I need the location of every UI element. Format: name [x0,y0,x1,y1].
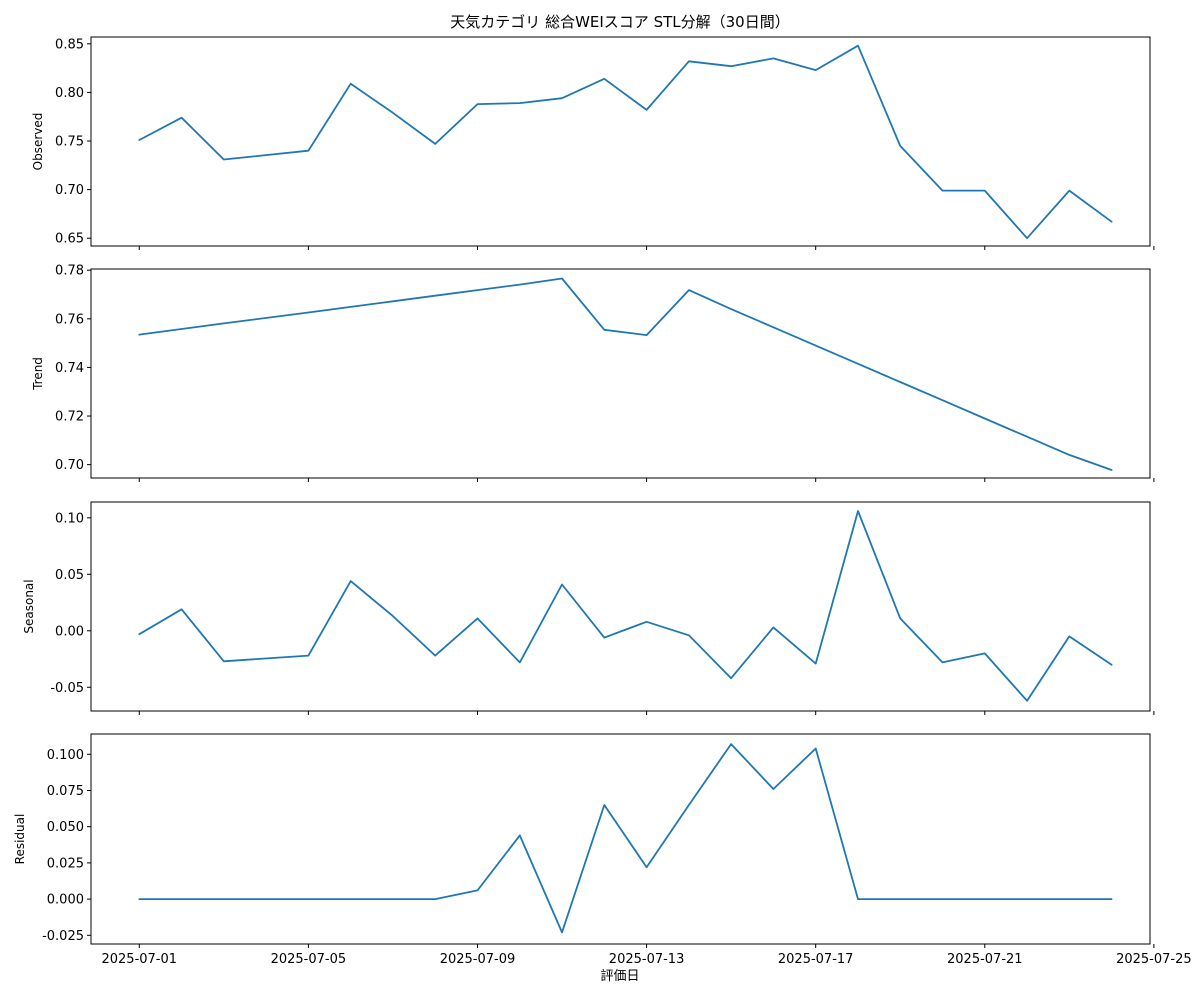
y-axis-label: Trend [31,357,45,391]
x-axis-label: 評価日 [600,969,639,984]
y-tick-label: 0.050 [47,820,84,835]
y-axis-label: Observed [31,113,45,171]
y-tick-label: 0.70 [55,183,84,198]
x-tick-label: 2025-07-09 [440,952,516,967]
panel-observed: 0.65 0.70 0.75 0.80 0.85 Observed [31,36,1155,250]
y-tick-label: 0.05 [55,568,84,583]
panel-residual: -0.025 0.000 0.025 0.050 0.075 0.100 2025-07-0… [13,733,1192,967]
x-tick-label: 2025-07-05 [271,952,347,967]
y-tick-label: 0.75 [55,135,84,150]
y-tick-label: 0.80 [55,86,84,101]
y-tick-label: 0.78 [55,264,84,279]
y-tick-label: 0.76 [55,312,84,327]
y-tick-label: 0.74 [55,361,84,376]
series-line-seasonal [138,510,1113,702]
series-line-residual [138,743,1113,934]
x-tick-label: 2025-07-13 [609,952,685,967]
y-tick-label: 0.025 [47,856,84,871]
y-tick-label: -0.05 [50,681,84,696]
y-tick-label: 0.100 [47,748,84,763]
plot-frame [90,268,1151,479]
y-tick-label: 0.075 [47,784,84,799]
series-line-observed [138,44,1113,240]
y-tick-label: 0.70 [55,458,84,473]
panel-trend: 0.70 0.72 0.74 0.76 0.78 Trend [31,264,1155,482]
x-tick-label: 2025-07-01 [101,952,177,967]
y-tick-label: -0.025 [42,929,84,944]
x-tick-label: 2025-07-21 [947,952,1023,967]
x-tick-label: 2025-07-25 [1116,952,1192,967]
y-tick-label: 0.72 [55,410,84,425]
plot-frame [90,36,1151,247]
y-tick-label: 0.10 [55,511,84,526]
y-axis-label: Residual [13,814,27,865]
panel-seasonal: -0.05 0.00 0.05 0.10 Seasonal [22,501,1155,715]
y-tick-label: 0.000 [47,893,84,908]
chart-title: 天気カテゴリ 総合WEIスコア STL分解（30日間） [450,13,789,31]
y-axis-label: Seasonal [22,579,36,633]
series-line-trend [138,277,1113,471]
plot-frame [90,501,1151,712]
plot-frame [90,733,1151,945]
y-tick-label: 0.00 [55,624,84,639]
y-tick-label: 0.65 [55,232,84,247]
x-tick-label: 2025-07-17 [778,952,854,967]
y-tick-label: 0.85 [55,37,84,52]
